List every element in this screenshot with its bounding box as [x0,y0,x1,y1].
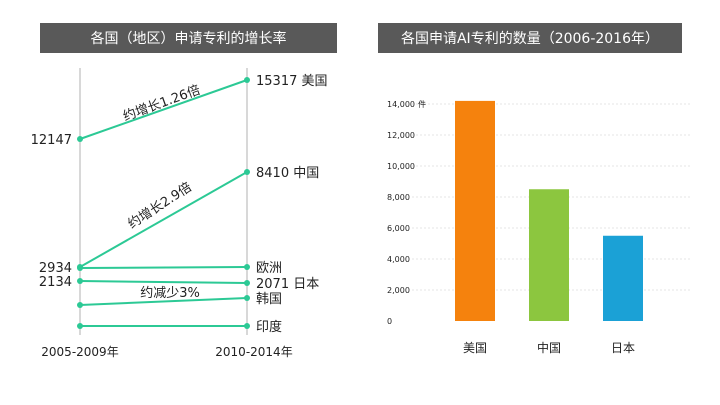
annotation: 约减少3% [140,286,200,301]
point-end-5 [244,323,250,329]
end-label: 8410 中国 [256,166,319,181]
point-end-1 [244,169,250,175]
x-tick-label: 美国 [463,341,487,355]
x-tick-label: 中国 [537,340,561,355]
end-label: 印度 [256,319,282,335]
bar-2 [603,235,643,321]
y-tick-label: 6,000 [387,224,410,233]
y-tick-label: 0 [387,317,392,326]
y-unit-label: 件 [418,99,426,109]
end-label: 欧洲 [256,261,282,276]
end-label: 15317 美国 [256,74,328,89]
series-line-3 [79,280,248,284]
series-line-0 [79,79,248,140]
bar-0 [455,100,495,322]
point-start-5 [77,323,83,329]
y-tick-label: 12,000 [387,131,415,140]
y-tick-label: 10,000 [387,162,415,171]
series-line-4 [79,297,248,306]
series-line-1 [79,171,248,268]
x-tick-label: 2010-2014年 [215,345,292,359]
end-label: 2071 日本 [256,277,319,292]
point-start-4 [77,302,83,308]
right-chart-title: 各国申请AI专利的数量（2006-2016年） [378,23,682,53]
y-tick-label: 4,000 [387,255,410,264]
start-value-label: 2134 [39,275,72,290]
point-start-3 [77,278,83,284]
series-line-2 [79,266,248,269]
start-value-label: 12147 [31,133,72,148]
point-end-2 [244,264,250,270]
bar-1 [529,189,569,321]
point-end-4 [244,295,250,301]
left-chart-title: 各国（地区）申请专利的增长率 [40,23,337,53]
y-tick-label: 8,000 [387,193,410,202]
point-start-0 [77,136,83,142]
end-label: 韩国 [256,292,282,307]
start-value-label: 2934 [39,261,72,276]
point-end-0 [244,77,250,83]
point-start-2 [77,265,83,271]
x-tick-label: 日本 [611,341,635,355]
y-tick-label: 2,000 [387,286,410,295]
y-tick-label: 14,000 [387,100,415,109]
point-end-3 [244,280,250,286]
x-tick-label: 2005-2009年 [41,345,118,359]
